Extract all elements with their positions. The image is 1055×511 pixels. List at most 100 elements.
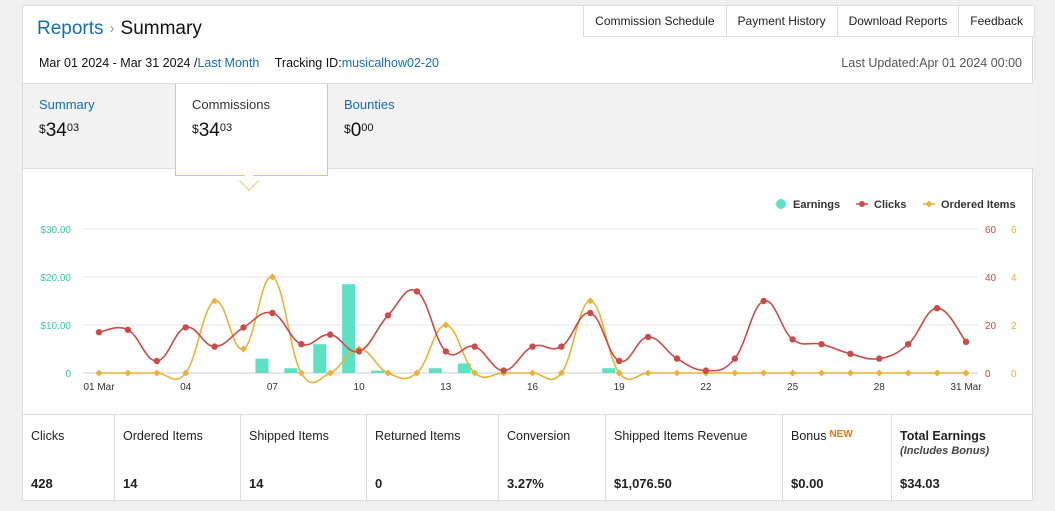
summary-value: 14 [249,476,264,491]
ordered-items-point [528,369,537,377]
ordered-items-point [962,369,970,377]
clicks-point [616,357,623,365]
earnings-chart: Earnings Clicks Ordered Items 0 0 0 $10.00 20 2… [40,199,1017,393]
summary-value: 428 [31,476,53,491]
breadcrumb-reports-link[interactable]: Reports [37,18,104,39]
x-tick-label: 01 Mar [83,382,115,393]
x-tick-label: 31 Mar [950,382,982,393]
clicks-point [905,341,912,348]
summary-label: Total Earnings [900,429,986,443]
clicks-point [644,333,652,341]
ordered-items-point [211,297,219,305]
bonus-label: Bonus [791,429,827,443]
clicks-point [933,305,941,312]
clicks-point [789,336,796,343]
breadcrumb: Reports › Summary [37,18,202,40]
clicks-point [153,357,160,365]
feedback-button[interactable]: Feedback [958,6,1035,37]
clicks-point [587,309,594,317]
clicks-point [95,329,103,336]
legend-earnings-icon [776,199,786,209]
x-tick-label: 07 [267,382,279,393]
clicks-point [673,355,681,362]
clicks-point [731,355,738,362]
last-month-link[interactable]: Last Month [197,56,260,70]
clicks-point [124,326,132,333]
ordered-items-point [817,369,826,377]
clicks-point [529,343,536,350]
clicks-point [962,338,970,345]
tab-summary-label: Summary [39,97,95,112]
commission-schedule-button[interactable]: Commission Schedule [583,6,727,37]
tab-bounties[interactable]: Bounties $000 [328,84,488,170]
top-nav: Commission Schedule Payment History Down… [583,6,1035,37]
download-reports-button[interactable]: Download Reports [836,6,960,37]
clicks-point [182,324,189,331]
y-tick-label-earnings: $30.00 [40,225,71,236]
clicks-point [818,341,825,348]
tracking-id-link[interactable]: musicalhow02-20 [341,56,439,70]
amount-cents: 03 [66,122,80,134]
tab-commissions-label: Commissions [192,97,271,112]
ordered-items-point [153,369,161,377]
report-meta: Mar 01 2024 - Mar 31 2024 /Last Month Tr… [39,56,439,70]
summary-shipped-items: Shipped Items 14 [241,415,367,502]
ordered-items-point [239,345,248,353]
summary-label: Bonus NEW [791,429,891,443]
tab-bounties-value: $000 [344,120,472,142]
earnings-bar [602,368,616,373]
ordered-items-point [644,369,652,377]
summary-label: Clicks [31,429,65,443]
summary-conversion: Conversion 3.27% [499,415,606,502]
summary-bonus: Bonus NEW $0.00 [783,415,892,502]
page-title: Summary [120,18,202,39]
summary-ordered-items: Ordered Items 14 [115,415,241,502]
currency-symbol: $ [344,122,351,136]
x-tick-label: 22 [700,382,712,393]
clicks-point [269,309,276,317]
summary-total-earnings: Total Earnings (Includes Bonus) $34.03 [892,415,1034,502]
ordered-items-point [124,369,132,377]
tab-summary[interactable]: Summary $3403 [23,84,175,170]
summary-label: Shipped Items Revenue [614,429,748,443]
clicks-point [384,312,392,319]
ordered-items-point [789,369,797,377]
clicks-point [760,297,767,305]
ordered-items-point [673,369,681,377]
legend-ordered-marker [925,200,933,208]
y-tick-label-clicks: 20 [985,321,997,332]
clicks-point [847,350,854,357]
clicks-point [240,324,247,331]
ordered-items-point [471,369,479,377]
x-tick-label: 19 [614,382,626,393]
summary-value: $0.00 [791,476,824,491]
tab-commissions[interactable]: Commissions $3403 [175,84,328,176]
new-badge: NEW [829,429,853,440]
ordered-items-line [98,276,967,384]
summary-value: 14 [123,476,138,491]
ordered-items-point [731,369,739,377]
y-tick-label-earnings: $10.00 [40,321,71,332]
ordered-items-point [413,369,421,377]
ordered-items-point [297,369,305,377]
ordered-items-point [182,369,190,377]
ordered-items-point [557,369,565,377]
summary-label: Shipped Items [249,429,329,443]
tab-bounties-label: Bounties [344,97,395,112]
y-tick-label-ordered: 2 [1011,321,1017,332]
earnings-bars [255,284,616,373]
report-tabs: Summary $3403 Commissions $3403 Bounties… [23,83,1034,176]
ordered-items-point [615,369,623,377]
earnings-bar [284,368,298,373]
summary-value: 3.27% [507,476,544,491]
clicks-point [876,355,883,362]
ordered-items-point [875,369,883,377]
clicks-point [413,288,421,295]
earnings-bar [255,358,269,373]
y-tick-label-ordered: 6 [1011,225,1017,236]
payment-history-button[interactable]: Payment History [725,6,838,37]
earnings-bar [313,344,327,373]
amount-whole: 0 [350,120,362,141]
summary-value: $34.03 [900,476,940,491]
y-tick-label-earnings: $20.00 [40,273,71,284]
